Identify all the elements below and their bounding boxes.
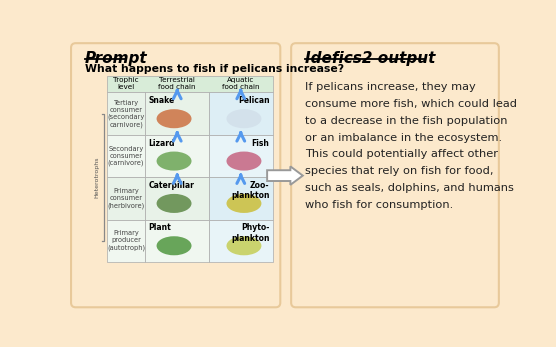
FancyBboxPatch shape [107,92,146,135]
Text: such as seals, dolphins, and humans: such as seals, dolphins, and humans [305,183,514,193]
FancyBboxPatch shape [291,43,499,307]
Text: Plant: Plant [148,223,171,232]
Text: Tertiary
consumer
(secondary
carnivore): Tertiary consumer (secondary carnivore) [107,100,145,128]
FancyBboxPatch shape [107,177,146,220]
Text: Trophic
level: Trophic level [113,77,139,91]
Text: species that rely on fish for food,: species that rely on fish for food, [305,166,494,176]
Text: consume more fish, which could lead: consume more fish, which could lead [305,99,517,109]
FancyBboxPatch shape [146,220,209,262]
Text: If pelicans increase, they may: If pelicans increase, they may [305,82,476,92]
Text: Pelican: Pelican [238,96,270,105]
Text: Snake: Snake [148,96,175,105]
FancyBboxPatch shape [71,43,280,307]
Ellipse shape [226,109,261,128]
Text: Phyto-
plankton: Phyto- plankton [231,223,270,243]
Ellipse shape [226,236,261,255]
Text: Caterpillar: Caterpillar [148,181,195,190]
Text: Fish: Fish [251,139,270,148]
Text: Terrestrial
food chain: Terrestrial food chain [158,77,196,91]
FancyBboxPatch shape [209,177,272,220]
FancyBboxPatch shape [209,135,272,177]
Text: who fish for consumption.: who fish for consumption. [305,200,453,210]
Text: Primary
producer
(autotroph): Primary producer (autotroph) [107,230,145,251]
Text: Secondary
consumer
(carnivore): Secondary consumer (carnivore) [108,146,145,166]
Text: Aquatic
food chain: Aquatic food chain [222,77,260,91]
FancyBboxPatch shape [107,135,146,177]
Text: What happens to fish if pelicans increase?: What happens to fish if pelicans increas… [85,64,344,74]
Text: This could potentially affect other: This could potentially affect other [305,150,498,159]
FancyBboxPatch shape [107,76,272,92]
Ellipse shape [226,194,261,213]
Text: Heterotrophs: Heterotrophs [94,156,99,198]
Ellipse shape [157,236,191,255]
Polygon shape [267,166,303,185]
Text: or an imbalance in the ecosystem.: or an imbalance in the ecosystem. [305,133,502,143]
FancyBboxPatch shape [209,220,272,262]
Text: Idefics2 output: Idefics2 output [305,51,435,66]
FancyBboxPatch shape [146,92,209,135]
FancyBboxPatch shape [209,92,272,135]
Ellipse shape [157,109,191,128]
Ellipse shape [157,152,191,171]
Ellipse shape [226,152,261,171]
Ellipse shape [157,194,191,213]
FancyBboxPatch shape [107,220,146,262]
FancyBboxPatch shape [146,135,209,177]
Text: Prompt: Prompt [85,51,148,66]
Text: Primary
consumer
(herbivore): Primary consumer (herbivore) [107,188,145,209]
Text: Zoo-
plankton: Zoo- plankton [231,181,270,201]
FancyBboxPatch shape [146,177,209,220]
Text: Lizard: Lizard [148,139,175,148]
Text: to a decrease in the fish population: to a decrease in the fish population [305,116,508,126]
